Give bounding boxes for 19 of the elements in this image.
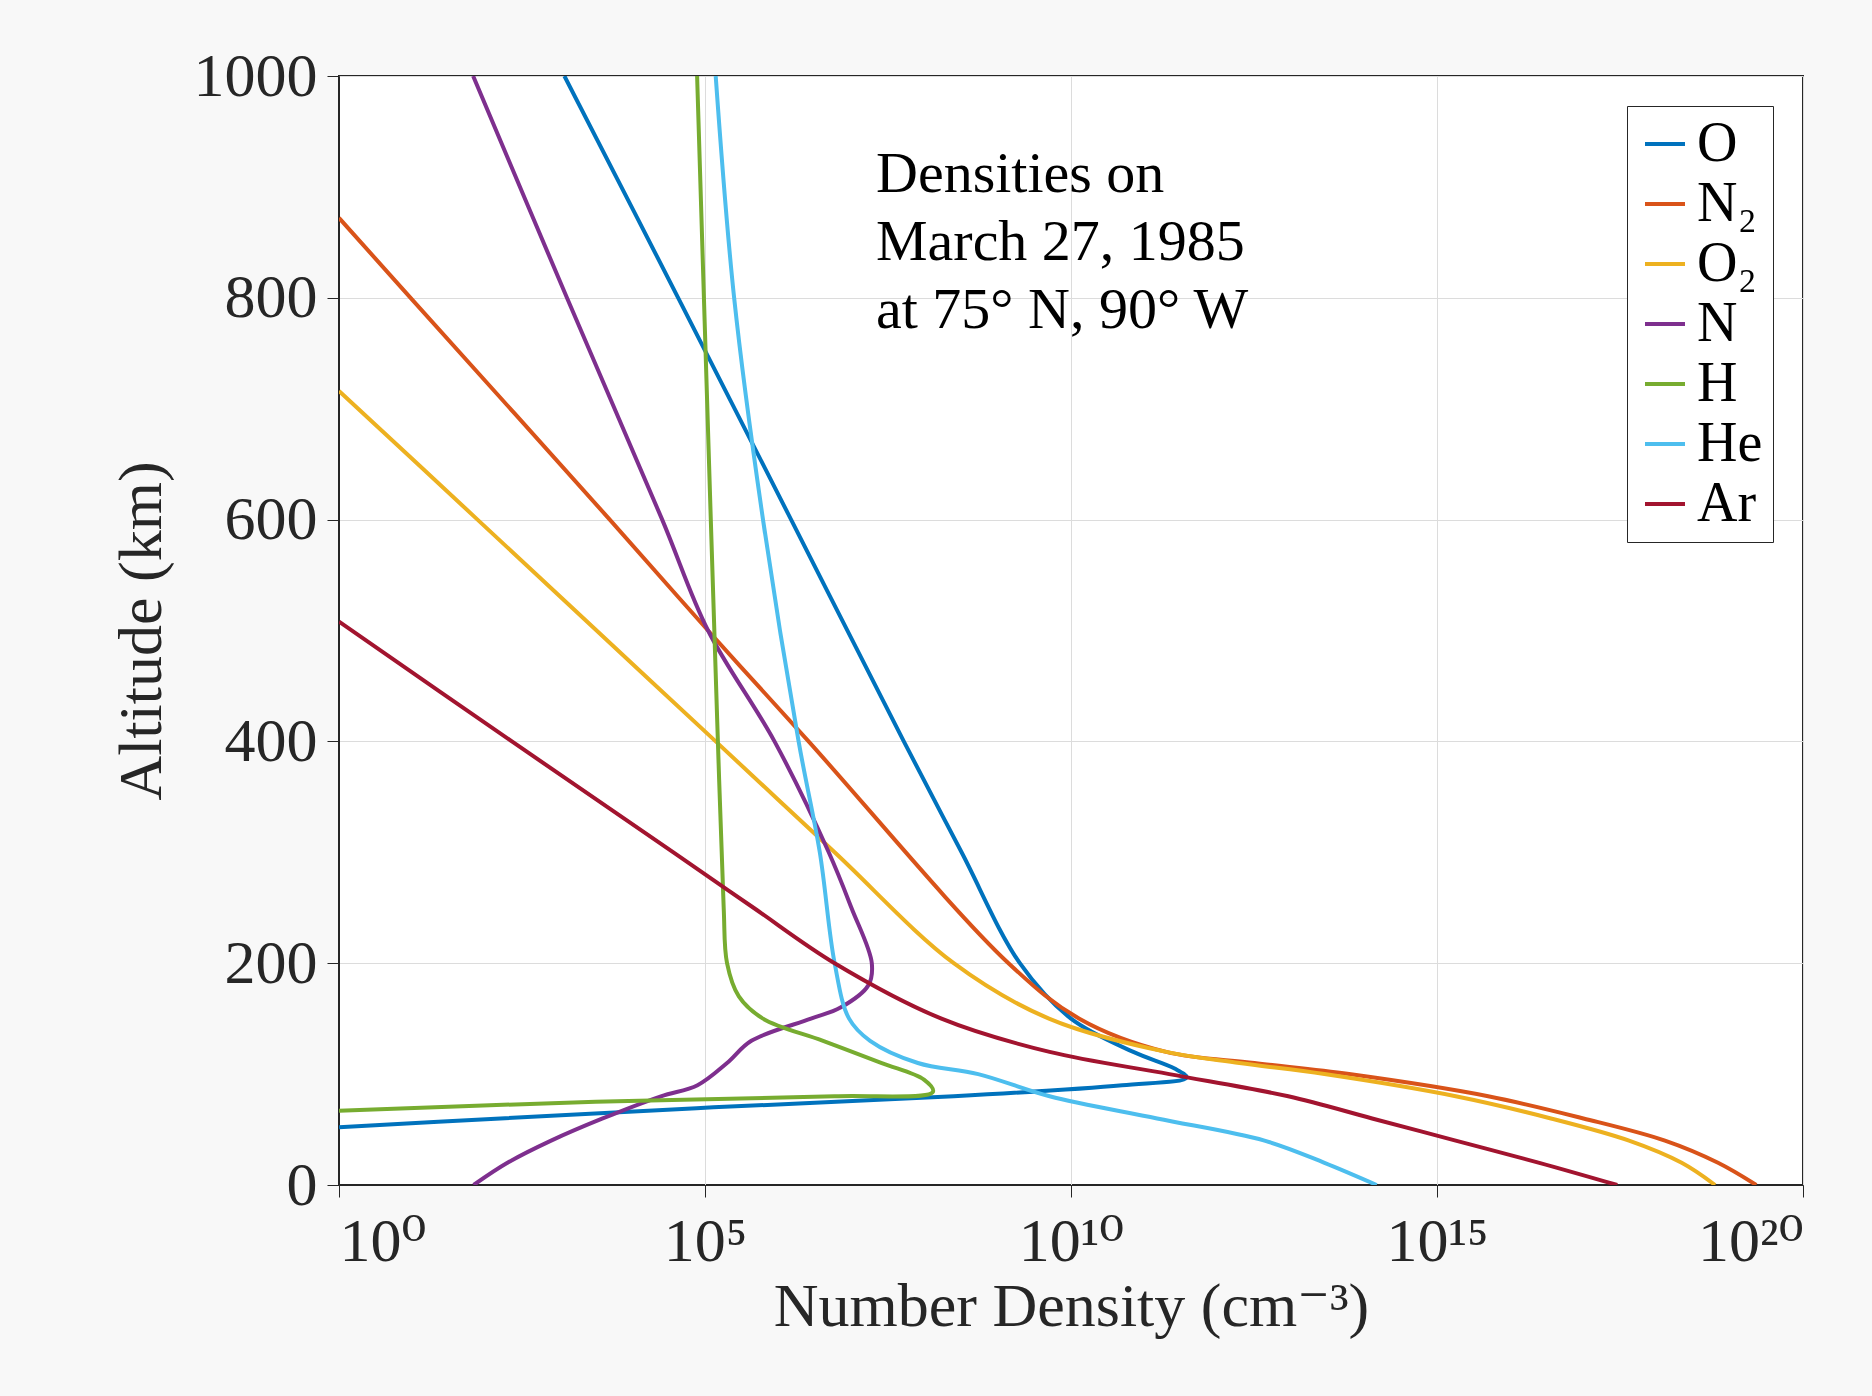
legend-label: Ar — [1697, 471, 1757, 533]
legend-label: O₂ — [1697, 231, 1757, 293]
annotation: Densities on March 27, 1985 at 75° N, 90° W — [876, 140, 1249, 341]
x-tick-label: 10⁵ — [663, 1205, 748, 1274]
legend-label: He — [1697, 411, 1763, 473]
y-tick-label: 200 — [224, 927, 318, 996]
y-tick-label: 400 — [224, 705, 318, 774]
y-tick-label: 600 — [224, 484, 318, 553]
x-tick-label: 10²⁰ — [1698, 1205, 1804, 1274]
y-tick-label: 800 — [224, 262, 318, 331]
legend-label: N₂ — [1697, 171, 1757, 233]
legend-label: O — [1697, 111, 1738, 173]
x-tick-label: 10⁰ — [339, 1205, 427, 1274]
x-tick-label: 10¹⁵ — [1386, 1205, 1489, 1274]
y-tick-label: 1000 — [193, 40, 318, 109]
y-axis-title: Altitude (km) — [105, 461, 175, 801]
legend-label: H — [1697, 351, 1738, 413]
y-tick-label: 0 — [286, 1149, 318, 1218]
legend-label: N — [1697, 291, 1738, 353]
